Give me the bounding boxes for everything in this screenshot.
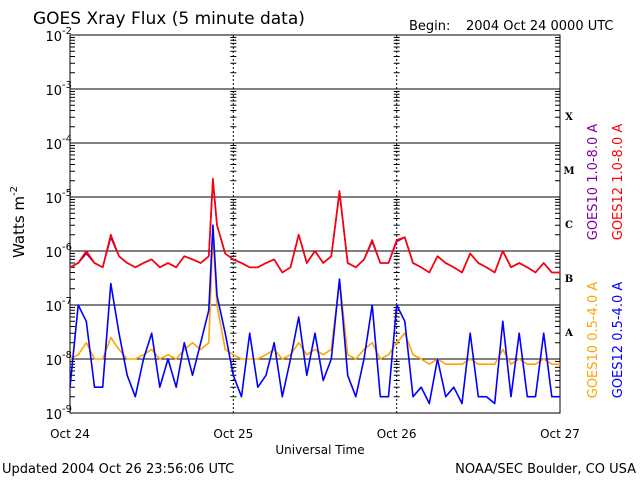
plot-frame <box>69 34 561 414</box>
y-tick-label: 10-7 <box>45 296 72 315</box>
series-line-goes10-0-5-4-0-a <box>69 233 560 366</box>
flare-class-label: M <box>563 166 574 177</box>
y-tick-label: 10-3 <box>45 80 72 99</box>
flare-class-label: C <box>565 220 573 231</box>
series-line-goes12-1-0-8-0-a <box>69 177 560 274</box>
y-axis-label-text: Watts m <box>10 196 28 258</box>
y-tick-labels: 10-9 10-8 10-7 10-6 10-5 10-4 10-3 10-2 <box>45 26 72 423</box>
flare-class-label: A <box>564 328 573 339</box>
series-group <box>69 177 560 405</box>
y-tick-label: 10-2 <box>45 26 72 45</box>
legend-entry: GOES12 1.0-8.0 A <box>611 124 626 241</box>
y-axis-label: Watts m-2 <box>9 186 28 258</box>
x-tick-label: Oct 27 <box>540 427 580 441</box>
flare-class-label: X <box>565 112 573 123</box>
legend-entry: GOES10 0.5-4.0 A <box>586 282 601 399</box>
y-tick-label: 10-6 <box>45 242 72 261</box>
legend-entry: GOES12 0.5-4.0 A <box>611 282 626 399</box>
begin-label: Begin: <box>409 19 450 34</box>
credit-text: NOAA/SEC Boulder, CO USA <box>455 462 636 477</box>
x-axis-label: Universal Time <box>275 443 364 457</box>
series-line-goes12-0-5-4-0-a <box>69 224 560 405</box>
chart-title: GOES Xray Flux (5 minute data) <box>33 9 305 29</box>
legend: GOES10 1.0-8.0 A GOES12 1.0-8.0 A GOES10 0… <box>586 124 626 399</box>
x-tick-label: Oct 25 <box>213 427 253 441</box>
y-axis-label-sup: -2 <box>9 186 20 196</box>
y-tick-label: 10-8 <box>45 350 72 369</box>
updated-timestamp: Updated 2004 Oct 26 23:56:06 UTC <box>2 462 234 477</box>
legend-label: GOES12 1.0-8.0 A <box>611 124 626 241</box>
minor-ticks <box>70 36 560 398</box>
day-divider-lines <box>232 35 398 413</box>
svg-text:Watts m-2: Watts m-2 <box>9 186 28 258</box>
x-tick-labels: Oct 24 Oct 25 Oct 26 Oct 27 <box>50 427 580 441</box>
y-tick-label: 10-5 <box>45 188 72 207</box>
x-tick-label: Oct 26 <box>377 427 417 441</box>
legend-label: GOES10 0.5-4.0 A <box>586 282 601 399</box>
begin-value: 2004 Oct 24 0000 UTC <box>466 19 614 34</box>
y-tick-label: 10-4 <box>45 134 72 153</box>
legend-label: GOES10 1.0-8.0 A <box>586 124 601 241</box>
series-line-goes10-1-0-8-0-a <box>69 179 560 274</box>
legend-entry: GOES10 1.0-8.0 A <box>586 124 601 241</box>
plot-grid <box>70 88 560 360</box>
x-tick-label: Oct 24 <box>50 427 90 441</box>
y-tick-label: 10-9 <box>45 404 72 423</box>
flare-class-label: B <box>565 274 573 285</box>
legend-label: GOES12 0.5-4.0 A <box>611 282 626 399</box>
flare-class-labels: A B C M X <box>563 112 574 339</box>
